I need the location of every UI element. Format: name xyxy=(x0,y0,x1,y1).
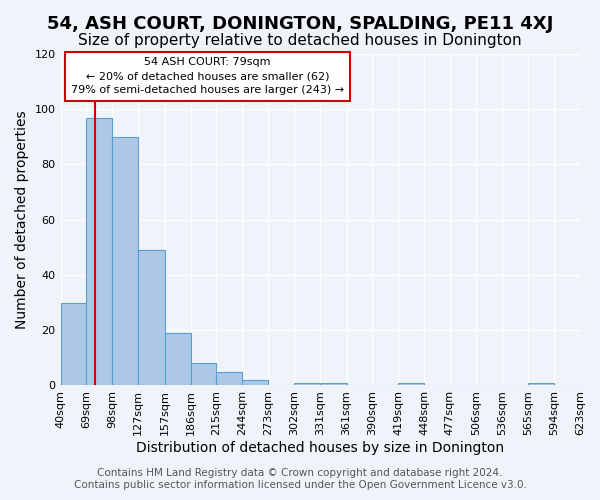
Bar xyxy=(294,382,320,386)
Bar xyxy=(191,364,217,386)
Bar xyxy=(217,372,242,386)
Text: 54, ASH COURT, DONINGTON, SPALDING, PE11 4XJ: 54, ASH COURT, DONINGTON, SPALDING, PE11… xyxy=(47,15,553,33)
Bar xyxy=(112,137,138,386)
Bar xyxy=(398,382,424,386)
Y-axis label: Number of detached properties: Number of detached properties xyxy=(15,110,29,329)
Text: Contains HM Land Registry data © Crown copyright and database right 2024.
Contai: Contains HM Land Registry data © Crown c… xyxy=(74,468,526,490)
Bar xyxy=(320,382,347,386)
Text: 54 ASH COURT: 79sqm
← 20% of detached houses are smaller (62)
79% of semi-detach: 54 ASH COURT: 79sqm ← 20% of detached ho… xyxy=(71,57,344,95)
Bar xyxy=(86,118,112,386)
Bar xyxy=(165,333,191,386)
Bar xyxy=(242,380,268,386)
X-axis label: Distribution of detached houses by size in Donington: Distribution of detached houses by size … xyxy=(136,441,505,455)
Bar xyxy=(529,382,554,386)
Bar xyxy=(61,302,86,386)
Bar xyxy=(138,250,165,386)
Text: Size of property relative to detached houses in Donington: Size of property relative to detached ho… xyxy=(78,32,522,48)
